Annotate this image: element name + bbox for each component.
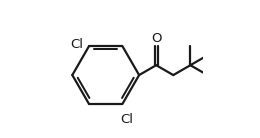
Text: O: O [151, 32, 161, 45]
Text: Cl: Cl [120, 113, 133, 126]
Text: Cl: Cl [70, 38, 83, 51]
